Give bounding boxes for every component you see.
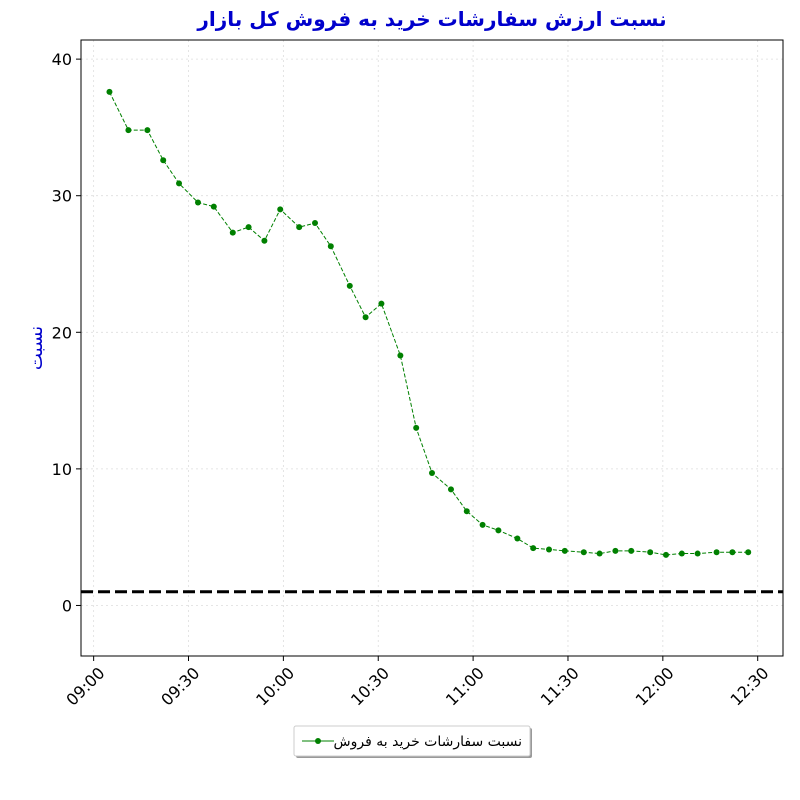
data-point [261, 237, 268, 244]
data-point [144, 127, 151, 134]
x-tick-label: 11:00 [442, 663, 488, 709]
data-point [277, 206, 284, 213]
data-point [429, 469, 435, 476]
data-point [327, 243, 334, 250]
data-point [546, 546, 552, 553]
data-point [195, 199, 201, 206]
data-point [479, 521, 486, 528]
y-tick-label: 10 [52, 460, 72, 479]
data-point [745, 549, 752, 556]
data-point [580, 549, 587, 556]
data-point [106, 88, 113, 95]
data-point [514, 535, 521, 542]
y-tick-label: 40 [52, 50, 72, 69]
x-tick-label: 10:30 [347, 663, 393, 709]
data-point [346, 282, 353, 289]
data-point [647, 549, 654, 556]
data-point [160, 157, 167, 164]
data-point [296, 224, 303, 231]
plot-frame [80, 39, 784, 657]
legend-marker [315, 738, 321, 744]
data-point [229, 229, 236, 236]
x-tick-label: 09:00 [62, 663, 108, 709]
x-tick-label: 12:00 [632, 663, 678, 709]
data-point [463, 508, 470, 515]
data-point [612, 547, 619, 554]
data-point [628, 547, 635, 554]
x-tick-label: 12:30 [726, 663, 772, 709]
data-point [245, 224, 252, 231]
data-point [362, 314, 369, 321]
series-line [109, 91, 749, 556]
data-point [596, 550, 603, 557]
legend-box [293, 725, 531, 757]
data-point [495, 527, 502, 534]
data-point [176, 180, 183, 187]
data-point [413, 424, 420, 431]
y-tick-label: 30 [52, 187, 72, 206]
y-tick-label: 20 [52, 323, 72, 342]
x-tick-label: 11:30 [537, 663, 583, 709]
data-point [713, 549, 720, 556]
data-point [729, 549, 736, 556]
y-axis-label: نسبت [26, 326, 47, 370]
legend-label: نسبت سفارشات خرید به فروش [334, 734, 522, 750]
data-point [125, 127, 132, 134]
x-tick-label: 09:30 [157, 663, 203, 709]
data-point [678, 550, 685, 557]
data-point [530, 545, 537, 552]
y-tick-label: 0 [62, 596, 72, 615]
data-point [378, 300, 385, 307]
data-point [694, 550, 701, 557]
data-point [663, 551, 669, 558]
chart-title: نسبت ارزش سفارشات خرید به فروش کل بازار [196, 7, 666, 31]
data-point [312, 220, 318, 227]
data-point [397, 352, 404, 359]
data-point [561, 547, 568, 554]
x-tick-label: 10:00 [252, 663, 298, 709]
data-point [447, 486, 454, 493]
data-point [210, 203, 217, 210]
